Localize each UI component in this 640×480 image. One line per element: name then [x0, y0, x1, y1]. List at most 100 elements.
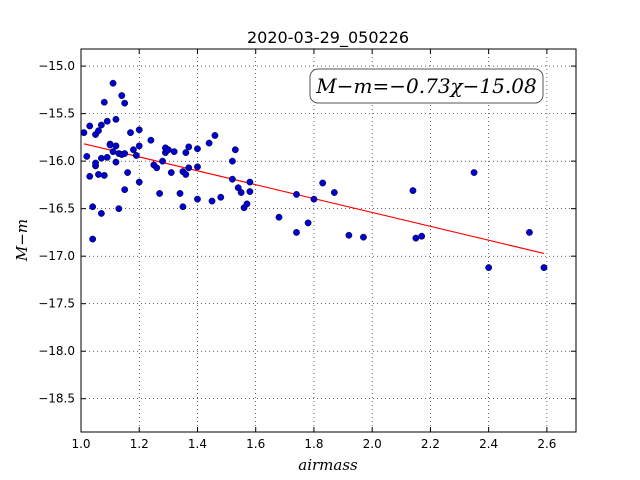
x-tick-label: 2.6	[537, 437, 556, 451]
data-point	[194, 163, 201, 171]
data-point	[103, 117, 111, 125]
data-point	[170, 148, 178, 156]
data-point	[106, 141, 114, 149]
data-point	[310, 195, 318, 203]
data-point	[103, 153, 111, 161]
data-point	[470, 169, 478, 176]
grid	[80, 49, 576, 432]
y-tick-label: −16.5	[38, 202, 75, 216]
data-point	[246, 188, 254, 195]
x-tick-label: 1.2	[130, 437, 149, 451]
data-point	[231, 146, 239, 154]
data-point	[112, 115, 120, 123]
data-point	[95, 171, 102, 178]
data-point	[293, 229, 300, 236]
data-point	[185, 143, 193, 151]
data-point	[127, 129, 134, 137]
data-point	[121, 186, 129, 194]
data-point	[409, 187, 417, 195]
data-point	[124, 169, 131, 176]
data-point	[121, 150, 129, 157]
data-point	[100, 98, 108, 106]
data-point	[176, 190, 184, 197]
y-tick-label: −17.0	[38, 249, 75, 263]
data-point	[246, 178, 254, 186]
fit-annotation: M−m=−0.73χ−15.08	[315, 74, 536, 98]
data-point	[130, 146, 137, 154]
data-point	[100, 171, 108, 179]
data-point	[182, 149, 190, 156]
data-point	[185, 164, 193, 172]
x-tick-label: 2.0	[363, 437, 382, 451]
data-point	[156, 190, 164, 197]
data-point	[109, 79, 117, 87]
data-point	[237, 189, 245, 196]
x-tick-label: 1.8	[304, 437, 323, 451]
data-point	[229, 157, 236, 165]
annotation-box: M−m=−0.73χ−15.08	[309, 68, 544, 104]
data-point	[319, 179, 327, 187]
x-axis-label: airmass	[298, 456, 358, 474]
data-point	[135, 178, 143, 186]
data-point	[159, 157, 166, 165]
x-tick-label: 2.2	[421, 437, 440, 451]
data-point	[229, 175, 236, 183]
data-point	[164, 146, 172, 154]
chart-title: 2020-03-29_050226	[247, 28, 409, 48]
data-point	[485, 264, 493, 271]
data-point	[95, 127, 102, 135]
y-axis-label: M−m	[13, 219, 31, 262]
data-point	[293, 191, 300, 198]
data-point	[118, 92, 126, 99]
data-point	[360, 233, 367, 241]
data-point	[540, 264, 548, 271]
x-tick-label: 1.0	[71, 437, 90, 451]
data-point	[86, 122, 94, 130]
data-point	[97, 210, 105, 217]
data-point	[243, 200, 251, 208]
data-point	[92, 159, 99, 167]
data-point	[194, 195, 201, 203]
data-point	[147, 136, 155, 144]
data-point	[304, 219, 312, 227]
data-point	[89, 235, 97, 243]
x-tick-label: 2.4	[479, 437, 498, 451]
data-point	[217, 193, 225, 201]
data-point	[89, 203, 97, 211]
data-point	[194, 145, 201, 153]
data-point	[115, 205, 123, 213]
data-point	[205, 139, 213, 147]
data-point	[211, 132, 219, 139]
y-tick-label: −18.5	[38, 392, 75, 406]
data-point	[86, 172, 94, 180]
y-tick-label: −15.0	[38, 59, 75, 73]
data-point	[135, 142, 143, 150]
data-point	[97, 121, 105, 129]
data-point	[345, 231, 353, 239]
data-point	[208, 197, 216, 205]
data-point	[135, 126, 143, 134]
ticks: 1.0 1.2 1.4 1.6 1.8 2.0 2.2 2.4 2.6 −15.0 −15.5 −16…	[38, 49, 576, 451]
data-point	[275, 213, 283, 221]
data-point	[330, 189, 338, 196]
data-point	[97, 154, 105, 162]
y-tick-label: −18.0	[38, 344, 75, 358]
data-point	[179, 203, 187, 211]
data-point	[109, 148, 117, 156]
scatter-points	[80, 79, 548, 271]
x-tick-label: 1.4	[188, 437, 207, 451]
data-point	[112, 142, 120, 150]
data-point	[83, 152, 91, 160]
y-tick-label: −15.5	[38, 107, 75, 121]
data-point	[80, 129, 88, 137]
y-tick-label: −16.0	[38, 154, 75, 168]
y-tick-label: −17.5	[38, 297, 75, 311]
data-point	[153, 164, 161, 172]
data-point	[121, 99, 129, 107]
data-point	[412, 234, 420, 242]
plot-frame	[80, 48, 577, 433]
data-point	[182, 171, 190, 178]
data-point	[418, 232, 426, 240]
data-point	[132, 152, 140, 159]
